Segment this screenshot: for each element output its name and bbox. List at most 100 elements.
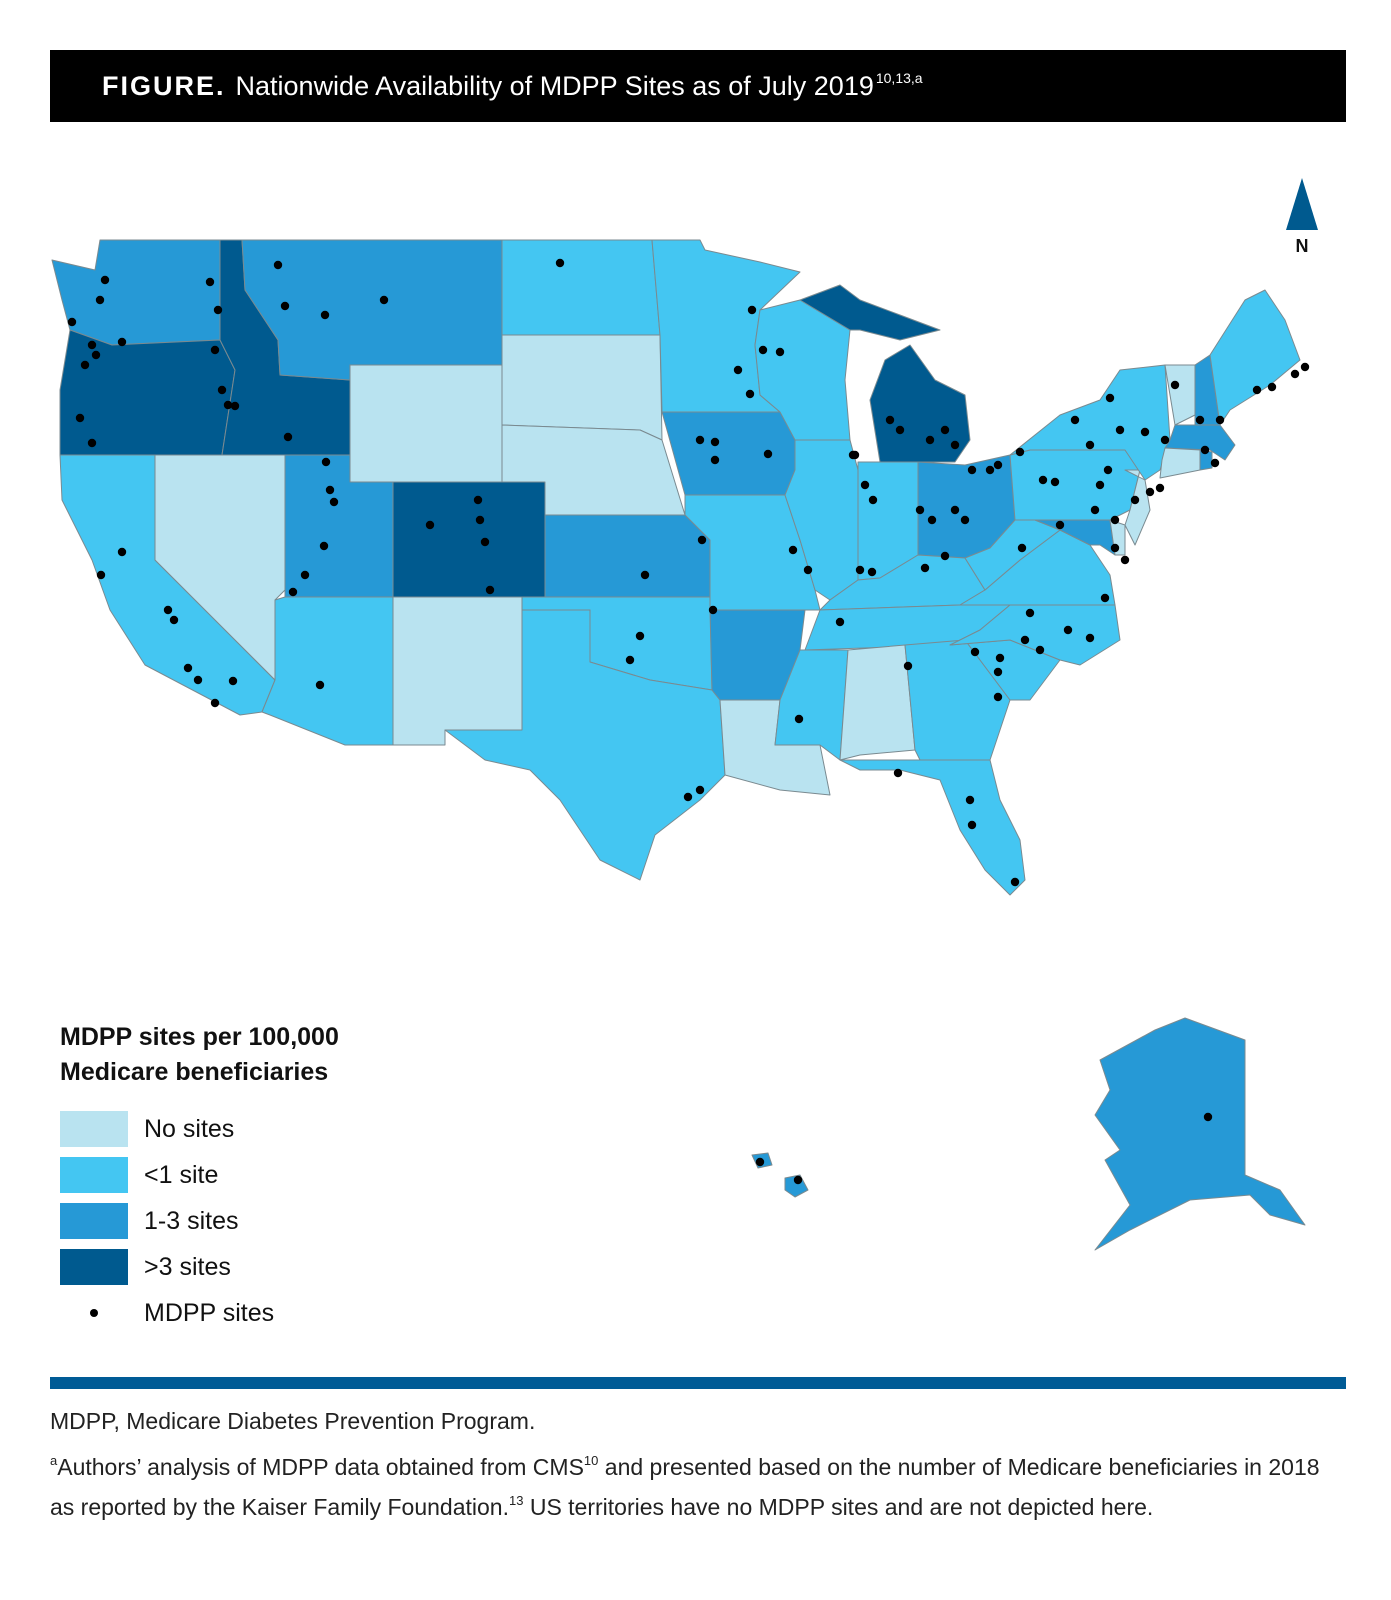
- mdpp-site-marker: [927, 515, 937, 525]
- state-mt: [241, 239, 503, 381]
- mdpp-site-marker: [1015, 447, 1025, 457]
- mdpp-site-marker: [280, 301, 290, 311]
- mdpp-site-marker: [747, 305, 757, 315]
- mdpp-site-marker: [915, 505, 925, 515]
- mdpp-site-marker: [319, 541, 329, 551]
- mdpp-site-marker: [1120, 555, 1130, 565]
- mdpp-site-marker: [87, 438, 97, 448]
- mdpp-site-marker: [300, 570, 310, 580]
- mdpp-site-marker: [1090, 505, 1100, 515]
- legend-label: MDPP sites: [144, 1298, 275, 1327]
- state-fl: [839, 759, 1026, 896]
- legend-swatch: [60, 1249, 128, 1285]
- state-vt: [1164, 364, 1196, 426]
- mdpp-site-marker: [893, 768, 903, 778]
- mdpp-site-marker: [1290, 369, 1300, 379]
- legend-item-lt1: <1 site: [60, 1152, 460, 1198]
- mdpp-site-marker: [320, 310, 330, 320]
- mdpp-site-marker: [885, 415, 895, 425]
- mdpp-site-marker: [1055, 520, 1065, 530]
- mdpp-site-marker: [758, 345, 768, 355]
- state-me: [1209, 289, 1301, 426]
- state-wy: [349, 364, 503, 483]
- mdpp-site-marker: [967, 465, 977, 475]
- mdpp-site-marker: [803, 565, 813, 575]
- mdpp-site-marker: [995, 653, 1005, 663]
- mdpp-site-marker: [1105, 393, 1115, 403]
- mdpp-site-marker: [1155, 483, 1165, 493]
- mdpp-site-marker: [480, 537, 490, 547]
- mdpp-site-marker: [230, 401, 240, 411]
- mdpp-site-marker: [87, 340, 97, 350]
- mdpp-site-marker: [329, 497, 339, 507]
- footnote-a: aAuthors’ analysis of MDPP data obtained…: [50, 1453, 1320, 1520]
- state-ia: [661, 411, 801, 496]
- mdpp-site-marker: [321, 457, 331, 467]
- mdpp-site-marker: [635, 631, 645, 641]
- mdpp-site-marker: [555, 258, 565, 268]
- mdpp-site-marker: [1095, 480, 1105, 490]
- mdpp-site-marker: [867, 567, 877, 577]
- state-nm: [392, 596, 523, 746]
- mdpp-site-marker: [695, 785, 705, 795]
- mdpp-site-marker: [210, 698, 220, 708]
- mdpp-site-marker: [855, 565, 865, 575]
- state-co: [392, 481, 546, 598]
- legend-item-sites: MDPP sites: [60, 1290, 460, 1336]
- mdpp-site-marker: [708, 605, 718, 615]
- state-ak: [1094, 1017, 1306, 1251]
- state-az: [261, 596, 394, 746]
- mdpp-site-marker: [1215, 415, 1225, 425]
- legend-item-no-sites: No sites: [60, 1106, 460, 1152]
- mdpp-site-marker: [80, 360, 90, 370]
- mdpp-site-marker: [117, 547, 127, 557]
- state-tx: [444, 609, 726, 881]
- mdpp-site-marker: [640, 570, 650, 580]
- mdpp-site-marker: [940, 425, 950, 435]
- state-or: [59, 329, 236, 456]
- us-map: [51, 239, 1310, 1251]
- mdpp-site-marker: [1025, 608, 1035, 618]
- mdpp-site-marker: [1267, 382, 1277, 392]
- mdpp-site-marker: [733, 365, 743, 375]
- mdpp-site-marker: [860, 480, 870, 490]
- figure-label: FIGURE.: [102, 70, 226, 101]
- mdpp-site-marker: [985, 465, 995, 475]
- legend-title: MDPP sites per 100,000 Medicare benefici…: [60, 1023, 339, 1086]
- state-ks: [544, 514, 711, 598]
- mdpp-site-marker: [205, 277, 215, 287]
- state-pa: [1009, 449, 1141, 521]
- north-arrow-icon: [1286, 178, 1318, 230]
- state-wa: [51, 239, 221, 346]
- mdpp-site-marker: [745, 389, 755, 399]
- mdpp-site-marker: [273, 260, 283, 270]
- mdpp-site-marker: [793, 1175, 803, 1185]
- mdpp-site-marker: [965, 795, 975, 805]
- mdpp-site-marker: [1110, 543, 1120, 553]
- mdpp-site-marker: [1085, 633, 1095, 643]
- figure-title-refs: 10,13,a: [875, 70, 923, 86]
- mdpp-site-marker: [1017, 543, 1027, 553]
- mdpp-site-marker: [283, 432, 293, 442]
- mdpp-site-marker: [1200, 445, 1210, 455]
- state-ct: [1159, 447, 1201, 479]
- mdpp-site-marker: [217, 385, 227, 395]
- mdpp-site-marker: [970, 647, 980, 657]
- mdpp-site-marker: [788, 545, 798, 555]
- mdpp-site-marker: [325, 485, 335, 495]
- site-dot-icon: [60, 1309, 128, 1317]
- state-nj: [1124, 469, 1151, 546]
- legend-label: 1-3 sites: [144, 1206, 239, 1235]
- legend-item-gt3: >3 sites: [60, 1244, 460, 1290]
- mdpp-site-marker: [96, 570, 106, 580]
- legend-label: >3 sites: [144, 1252, 231, 1281]
- state-al: [839, 644, 916, 761]
- state-nd: [501, 239, 661, 336]
- mdpp-site-marker: [95, 295, 105, 305]
- mdpp-site-marker: [193, 675, 203, 685]
- mdpp-site-marker: [91, 350, 101, 360]
- mdpp-site-marker: [100, 275, 110, 285]
- mdpp-site-marker: [379, 295, 389, 305]
- figure-title: Nationwide Availability of MDPP Sites as…: [235, 70, 923, 101]
- mdpp-site-marker: [1010, 877, 1020, 887]
